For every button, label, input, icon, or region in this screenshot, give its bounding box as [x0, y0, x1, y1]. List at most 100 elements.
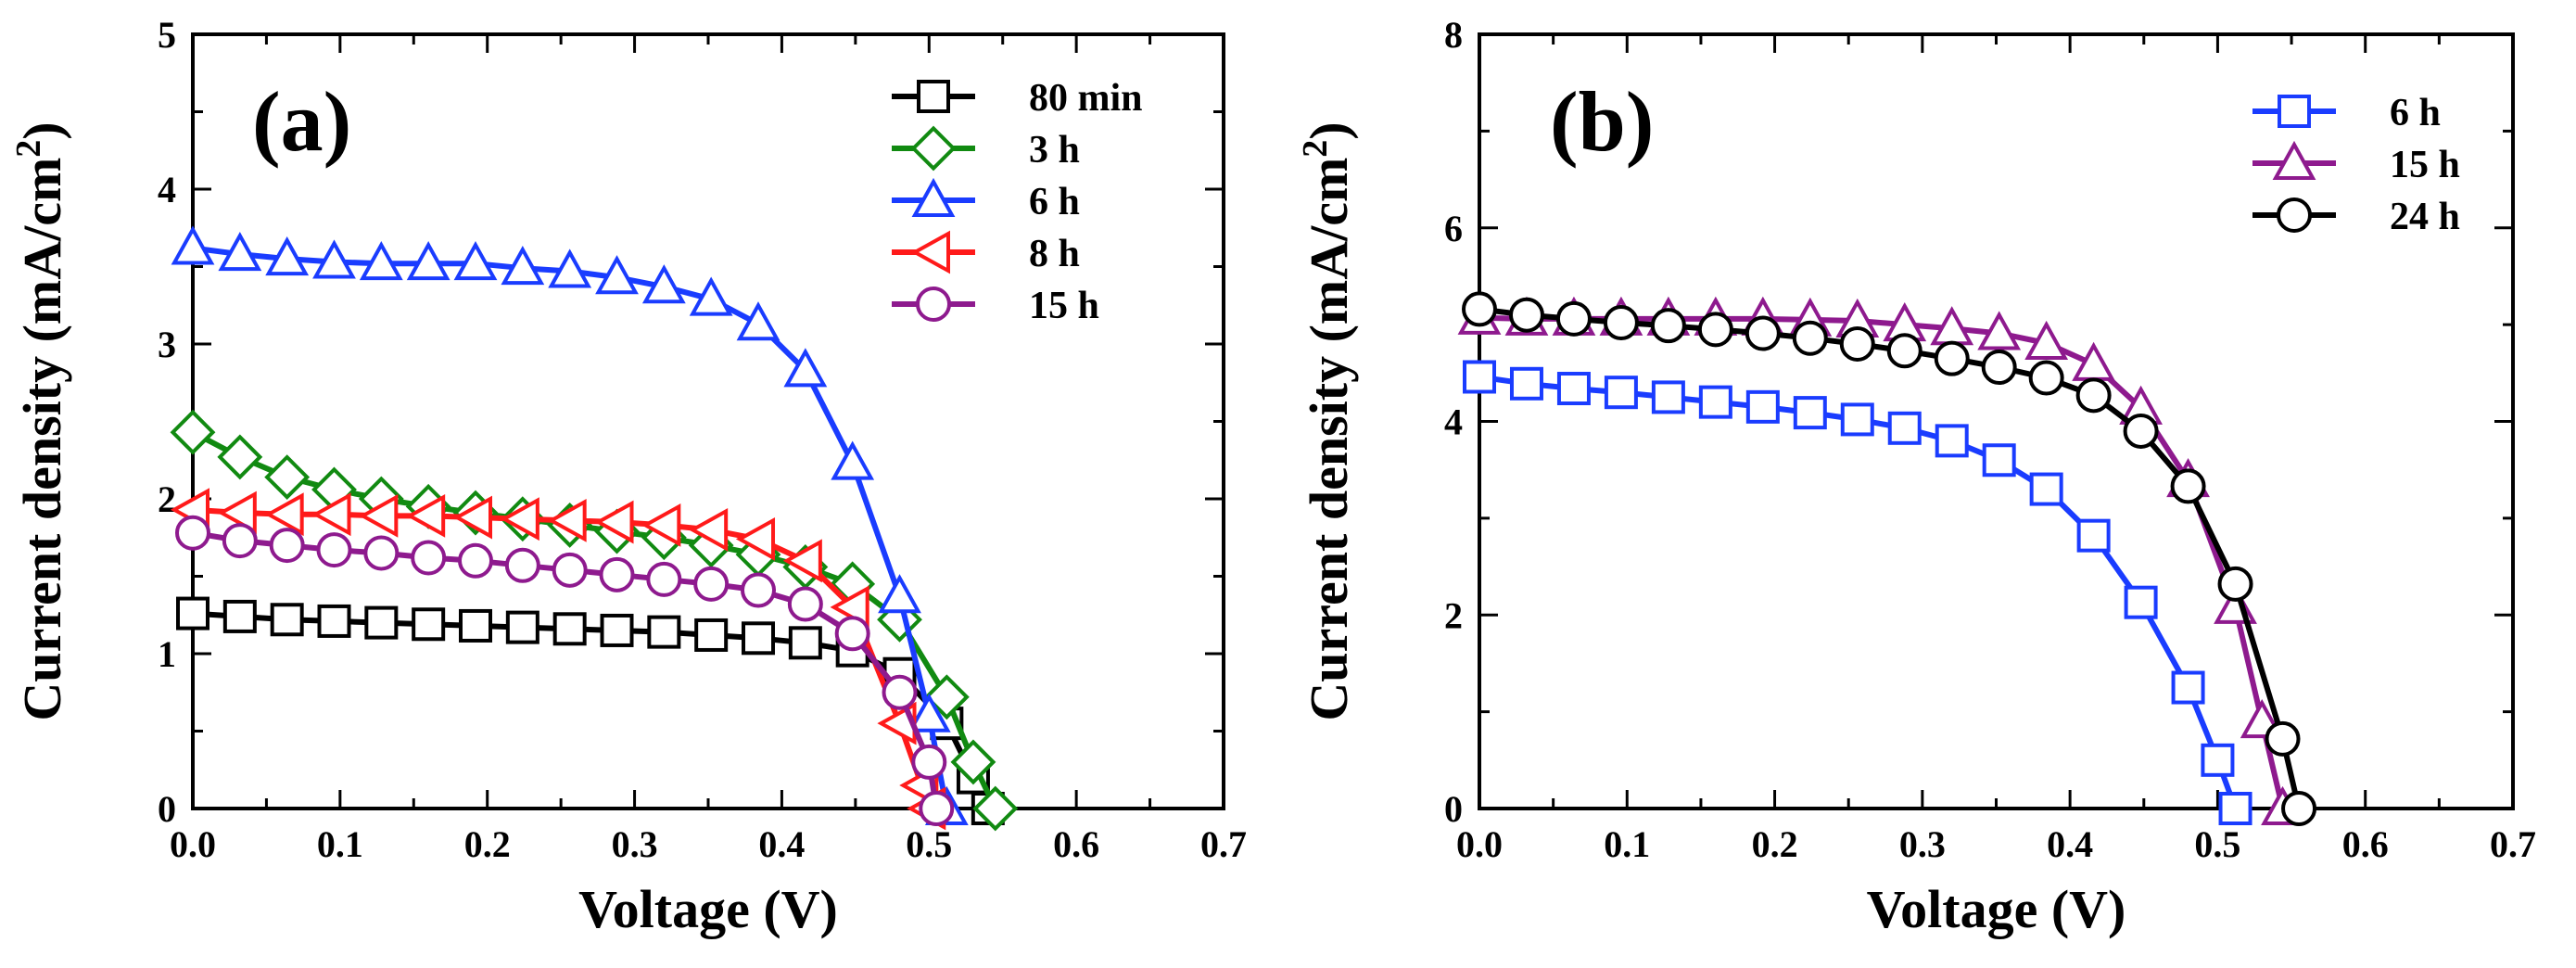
data-point — [788, 626, 822, 660]
data-point — [1886, 333, 1922, 369]
data-point — [170, 409, 216, 455]
y-tick-label: 8 — [1444, 14, 1463, 56]
data-point — [919, 791, 955, 826]
y-axis-title-close: ) — [1299, 121, 1359, 139]
data-point — [1463, 360, 1496, 394]
data-point — [312, 239, 356, 279]
data-point — [1556, 372, 1591, 406]
data-point — [1977, 311, 2022, 350]
x-axis-title: Voltage (V) — [578, 879, 838, 939]
data-point — [1839, 326, 1875, 362]
data-point — [782, 539, 822, 583]
chart-panel-1: 0.0 0.1 0.2 0.3 0.4 0.5 0.6 0.7 0 1 2 3 4 5 Voltage (V… — [9, 14, 1247, 939]
y-tick-label: 2 — [158, 478, 176, 520]
data-point — [1697, 312, 1733, 348]
data-point — [1650, 308, 1686, 344]
data-point — [1981, 350, 2017, 386]
data-point — [552, 552, 588, 588]
legend-marker — [2272, 140, 2316, 180]
data-point — [1935, 424, 1969, 458]
x-tick-label: 0.0 — [170, 823, 216, 865]
x-tick-label: 0.4 — [2047, 823, 2093, 865]
data-point — [2265, 720, 2301, 757]
y-axis-title-sup: 2 — [9, 140, 48, 158]
data-point — [218, 232, 262, 272]
data-point — [735, 517, 776, 561]
chart-panel-2: 0.0 0.1 0.2 0.3 0.4 0.5 0.6 0.7 0 2 4 6 8 Voltage (V)… — [1296, 14, 2536, 939]
data-point — [500, 497, 539, 541]
x-tick-label: 0.4 — [758, 823, 805, 865]
x-axis-title: Voltage (V) — [1867, 879, 2126, 939]
data-point — [2281, 791, 2317, 826]
legend-entry: 3 h — [892, 125, 1080, 172]
data-point — [452, 495, 493, 540]
y-axis-title-main: Current density (mA/cm — [12, 158, 72, 721]
y-tick-label: 4 — [1444, 401, 1463, 443]
x-tick-label: 0.6 — [2342, 823, 2389, 865]
data-point — [1651, 380, 1685, 414]
data-point — [458, 542, 494, 579]
data-point — [547, 498, 587, 542]
legend-label: 15 h — [1029, 285, 1099, 327]
data-point — [264, 454, 311, 501]
legend-marker — [911, 177, 956, 217]
data-point — [1508, 297, 1544, 333]
data-point — [2170, 468, 2206, 504]
series-line — [1478, 306, 2302, 809]
data-point — [694, 618, 729, 652]
data-point — [453, 241, 498, 281]
legend-label: 6 h — [1029, 181, 1080, 223]
x-tick-label: 0.2 — [464, 823, 511, 865]
y-tick-label: 4 — [158, 169, 176, 210]
data-point — [317, 604, 351, 638]
y-axis-title: Current density (mA/cm2) — [1296, 121, 1359, 720]
x-tick-label: 0.6 — [1053, 823, 1099, 865]
legend-marker — [910, 230, 950, 274]
data-point — [1934, 340, 1970, 376]
x-tick-label: 0.0 — [1456, 823, 1503, 865]
data-point — [689, 508, 729, 552]
data-point — [646, 561, 682, 597]
data-point — [411, 540, 447, 576]
data-point — [595, 255, 639, 295]
data-point — [693, 566, 730, 602]
legend-entry: 6 h — [892, 177, 1080, 223]
legend-entry: 15 h — [892, 285, 1099, 327]
legend-label: 8 h — [1029, 233, 1080, 275]
data-point — [834, 616, 870, 652]
legend-label: 6 h — [2390, 92, 2441, 134]
y-tick-label: 3 — [158, 324, 176, 365]
data-point — [641, 503, 681, 547]
data-point — [2201, 743, 2235, 777]
data-point — [548, 248, 592, 288]
x-tick-label: 0.2 — [1752, 823, 1798, 865]
series-80-min — [176, 596, 1005, 825]
y-tick-label: 0 — [158, 788, 176, 830]
data-point — [222, 599, 257, 633]
legend-marker — [2278, 95, 2311, 128]
data-point — [907, 693, 951, 732]
data-point — [311, 492, 351, 537]
data-point — [364, 605, 399, 640]
data-point — [269, 528, 305, 564]
data-point — [647, 615, 681, 649]
data-point — [911, 744, 947, 780]
y-tick-label: 6 — [1444, 208, 1463, 249]
x-tick-label: 0.7 — [1200, 823, 1247, 865]
legend-label: 80 min — [1029, 77, 1143, 120]
data-point — [171, 225, 215, 265]
y-axis-title: Current density (mA/cm2) — [9, 121, 72, 720]
panel-label: (a) — [252, 74, 351, 169]
data-point — [217, 490, 257, 535]
data-point — [1555, 300, 1592, 337]
data-point — [1982, 443, 2016, 478]
data-point — [363, 535, 400, 571]
data-point — [950, 739, 996, 785]
x-tick-label: 0.7 — [2490, 823, 2536, 865]
data-point — [787, 586, 823, 622]
data-point — [316, 532, 352, 568]
legend-entry: 15 h — [2252, 140, 2460, 186]
data-point — [1745, 315, 1781, 351]
data-point — [217, 434, 263, 480]
data-point — [2072, 341, 2116, 381]
